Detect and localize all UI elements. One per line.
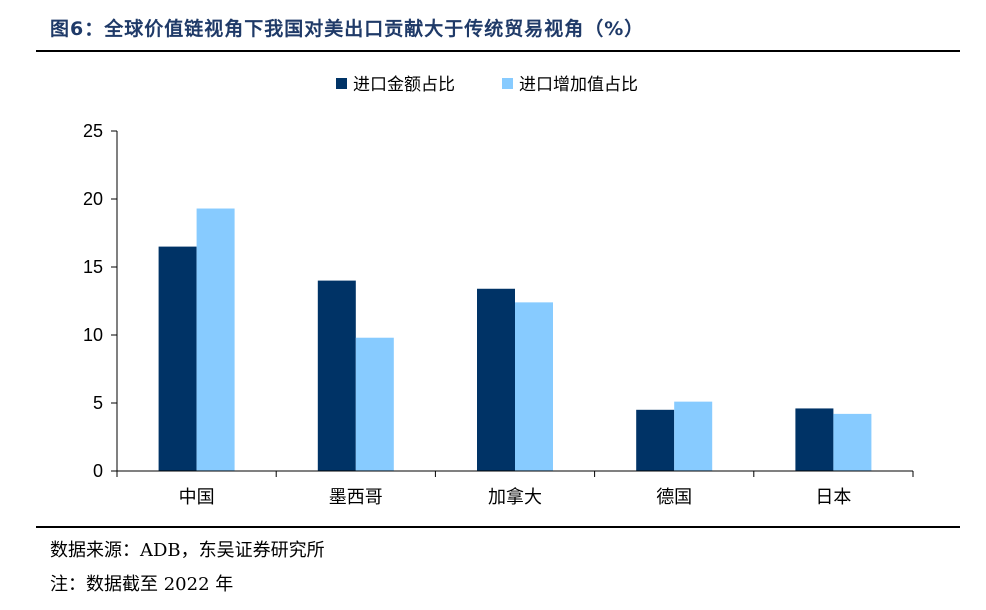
bottom-divider [36,526,960,528]
y-tick-label-2: 10 [83,325,103,345]
source-note: 数据来源：ADB，东吴证券研究所 [50,540,325,561]
legend-swatch-1 [336,78,347,89]
axes-layer: 0 5 10 15 20 25 中国 墨西哥 加拿大 德国 日本 [83,121,914,508]
bar-2-1 [196,208,235,471]
x-category-label-2: 墨西哥 [329,487,383,508]
x-category-label-1: 中国 [179,487,215,508]
y-tick-label-1: 5 [93,393,103,413]
bar-1-5 [795,408,834,471]
bar-2-4 [674,401,713,471]
y-tick-label-3: 15 [83,257,103,277]
bars-layer [158,208,872,471]
legend-label-1: 进口金额占比 [353,75,455,95]
bar-2-2 [355,337,394,471]
figure-title: 图6：全球价值链视角下我国对美出口贡献大于传统贸易视角（%） [50,18,645,40]
bar-1-2 [317,280,356,471]
legend-label-2: 进口增加值占比 [519,75,638,95]
top-divider [36,50,960,52]
bar-1-4 [636,409,675,471]
bar-2-3 [515,302,553,471]
y-tick-label-0: 0 [93,461,103,481]
x-category-label-5: 日本 [815,487,851,508]
bar-1-1 [158,246,197,471]
x-category-label-4: 德国 [656,487,692,508]
legend: 进口金额占比 进口增加值占比 [336,75,638,95]
bar-2-5 [833,413,872,471]
footnote: 注：数据截至 2022 年 [50,574,234,595]
legend-swatch-2 [502,78,513,89]
bar-chart: 进口金额占比 进口增加值占比 0 5 10 15 20 25 中国 墨西哥 加拿大 德国 日本 [83,75,914,508]
bar-1-3 [477,288,515,471]
y-tick-label-4: 20 [83,189,103,209]
y-tick-label-5: 25 [83,121,103,141]
x-category-label-3: 加拿大 [488,486,542,508]
